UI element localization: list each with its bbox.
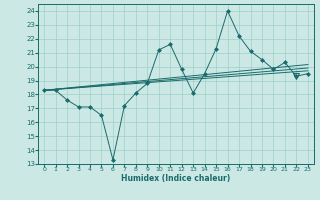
- X-axis label: Humidex (Indice chaleur): Humidex (Indice chaleur): [121, 174, 231, 183]
